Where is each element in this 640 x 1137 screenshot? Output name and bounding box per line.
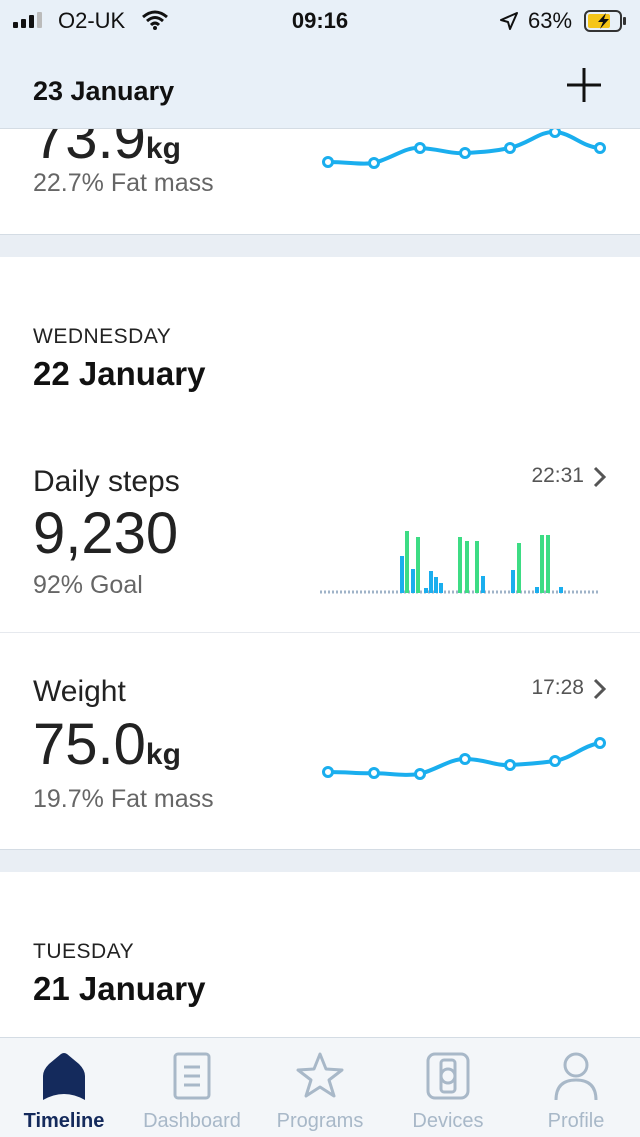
chevron-right-icon [593, 466, 607, 488]
tab-label: Timeline [23, 1110, 105, 1132]
timeline-icon [43, 1053, 85, 1100]
weight-value: 73.9kg [33, 129, 181, 171]
day-section-jan22: WEDNESDAY 22 January Daily steps 22:31 9… [0, 257, 640, 848]
timeline-header: 23 January [0, 40, 640, 129]
weight-value: 75.0kg [33, 712, 181, 777]
wifi-icon [142, 10, 168, 30]
tab-bar: Timeline Dashboard Programs Devices Prof… [0, 1037, 640, 1137]
battery-percent: 63% [528, 8, 573, 33]
status-bar: O2-UK 09:16 63% [0, 0, 640, 40]
tab-profile[interactable]: Profile [512, 1038, 640, 1137]
weekday-label: WEDNESDAY [33, 325, 172, 348]
battery-icon [584, 10, 626, 32]
tab-timeline[interactable]: Timeline [0, 1038, 128, 1137]
daily-steps-card[interactable]: Daily steps 22:31 9,230 92% Goal [0, 447, 640, 632]
weight-time: 17:28 [531, 676, 584, 699]
watch-icon [426, 1052, 470, 1100]
weight-card-jan22[interactable]: Weight 17:28 75.0kg 19.7% Fat mass [0, 633, 640, 848]
header-date: 23 January [33, 76, 175, 106]
steps-value: 9,230 [33, 501, 179, 566]
fat-mass-text: 22.7% Fat mass [33, 169, 214, 197]
day-date: 22 January [33, 355, 206, 392]
location-icon [500, 12, 518, 30]
day-separator [0, 234, 640, 257]
tab-label: Programs [276, 1110, 364, 1132]
tab-label: Dashboard [143, 1110, 241, 1132]
weight-trend-chart [322, 737, 606, 780]
weight-trend-chart [322, 129, 606, 169]
tab-label: Profile [547, 1110, 605, 1132]
steps-title: Daily steps [33, 465, 180, 498]
tab-dashboard[interactable]: Dashboard [128, 1038, 256, 1137]
person-icon [554, 1052, 598, 1101]
weight-title: Weight [33, 675, 126, 708]
clock: 09:16 [291, 8, 349, 33]
steps-bar-chart [320, 531, 598, 594]
day-section-jan21: TUESDAY 21 January [0, 872, 640, 1037]
weight-card-jan23[interactable]: 73.9kg 22.7% Fat mass [0, 129, 640, 234]
steps-goal: 92% Goal [33, 571, 143, 599]
signal-icon [13, 12, 42, 28]
add-button[interactable] [563, 64, 605, 106]
tab-programs[interactable]: Programs [256, 1038, 384, 1137]
star-icon [296, 1052, 344, 1098]
card-divider [0, 632, 640, 633]
day-date: 21 January [33, 970, 206, 1007]
weekday-label: TUESDAY [33, 940, 135, 963]
steps-time: 22:31 [531, 464, 584, 487]
chevron-right-icon [593, 678, 607, 700]
day-separator [0, 849, 640, 872]
carrier-name: O2-UK [58, 8, 126, 33]
tab-devices[interactable]: Devices [384, 1038, 512, 1137]
fat-mass-text: 19.7% Fat mass [33, 785, 214, 813]
dashboard-icon [173, 1052, 211, 1100]
tab-label: Devices [412, 1110, 484, 1132]
